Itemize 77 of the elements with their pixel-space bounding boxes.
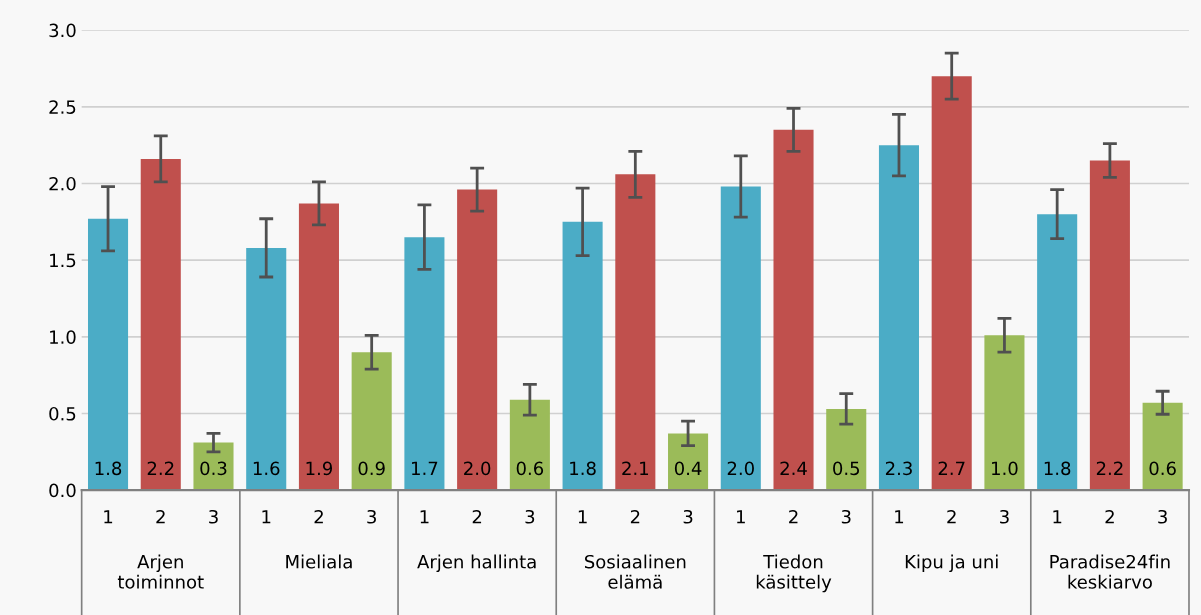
- data-label: 1.8: [570, 461, 596, 476]
- x-tick-label: 2: [947, 509, 956, 524]
- text: Tiedon käsittely: [756, 554, 832, 593]
- x-tick-label: 3: [209, 509, 218, 524]
- y-tick-label: 0.5: [49, 406, 76, 421]
- text: Sosiaalinen elämä: [584, 554, 686, 589]
- data-label: 1.0: [992, 461, 1018, 476]
- y-tick-label: 0.0: [49, 483, 76, 498]
- data-label: 0.9: [358, 461, 385, 476]
- x-tick-label: 2: [472, 509, 482, 524]
- data-label: 0.5: [833, 461, 860, 476]
- bar: [826, 408, 867, 491]
- bar: [1142, 402, 1183, 491]
- bar: [404, 237, 445, 491]
- y-tick-label: 2.5: [49, 100, 76, 114]
- data-label: 0.6: [516, 461, 544, 476]
- bar: [1037, 214, 1078, 491]
- bar: [246, 247, 287, 491]
- bar: [878, 145, 920, 491]
- x-tick-label: 1: [578, 510, 587, 524]
- text: Arjen hallinta: [417, 554, 536, 573]
- data-label: 2.0: [464, 461, 491, 476]
- data-label: 2.2: [1096, 461, 1123, 475]
- x-tick-label: 2: [156, 509, 165, 524]
- data-label: 2.3: [885, 461, 912, 476]
- x-tick-label: 2: [630, 509, 640, 524]
- bar: [88, 218, 129, 491]
- bar: [668, 433, 709, 491]
- data-label: 1.9: [306, 461, 333, 476]
- data-label: 1.8: [95, 461, 122, 476]
- x-tick-label: 1: [895, 510, 904, 524]
- bar: [193, 442, 234, 491]
- text: Kipu ja uni: [905, 554, 998, 573]
- x-tick-label: 3: [525, 509, 535, 524]
- x-tick-label: 3: [841, 509, 851, 524]
- y-tick-label: 3.0: [49, 23, 76, 38]
- text: Paradise24fin keskiarvo: [1050, 554, 1170, 589]
- data-label: 1.8: [1044, 461, 1071, 476]
- data-label: 2.4: [780, 461, 807, 475]
- data-label: 2.7: [938, 461, 965, 475]
- x-tick-label: 3: [367, 509, 376, 524]
- x-tick-label: 1: [104, 510, 113, 524]
- bar: [773, 129, 814, 491]
- bar: [615, 174, 656, 491]
- data-label: 0.4: [674, 461, 702, 476]
- x-tick-label: 2: [1105, 509, 1114, 524]
- y-tick-label: 1.0: [50, 330, 76, 344]
- y-tick-label: 1.5: [50, 253, 76, 268]
- bar: [562, 221, 603, 491]
- bar: [509, 399, 550, 491]
- x-tick-label: 3: [1000, 509, 1009, 524]
- x-tick-label: 2: [314, 509, 323, 524]
- x-tick-label: 2: [789, 509, 798, 524]
- text: Arjen toiminnot: [117, 554, 204, 589]
- x-tick-label: 3: [683, 509, 693, 524]
- bar: [351, 352, 392, 491]
- data-label: 2.1: [622, 461, 649, 475]
- data-label: 2.0: [727, 461, 754, 476]
- bar: [1089, 160, 1130, 491]
- data-label: 1.7: [412, 461, 438, 475]
- bar: [720, 186, 761, 491]
- data-label: 0.3: [200, 461, 227, 476]
- x-tick-label: 1: [420, 510, 429, 524]
- text: Mieliala: [286, 554, 352, 569]
- bar: [298, 203, 339, 491]
- bar: [140, 158, 181, 491]
- bar: [984, 335, 1025, 491]
- data-label: 2.2: [147, 461, 174, 475]
- data-label: 0.6: [1149, 461, 1176, 476]
- x-tick-label: 3: [1158, 509, 1167, 524]
- x-tick-label: 1: [1053, 510, 1062, 524]
- x-tick-label: 1: [262, 510, 271, 524]
- data-label: 1.6: [253, 461, 280, 476]
- x-tick-label: 1: [737, 510, 745, 524]
- bar: [457, 189, 498, 491]
- y-tick-label: 2.0: [49, 176, 76, 191]
- bar: [931, 76, 972, 491]
